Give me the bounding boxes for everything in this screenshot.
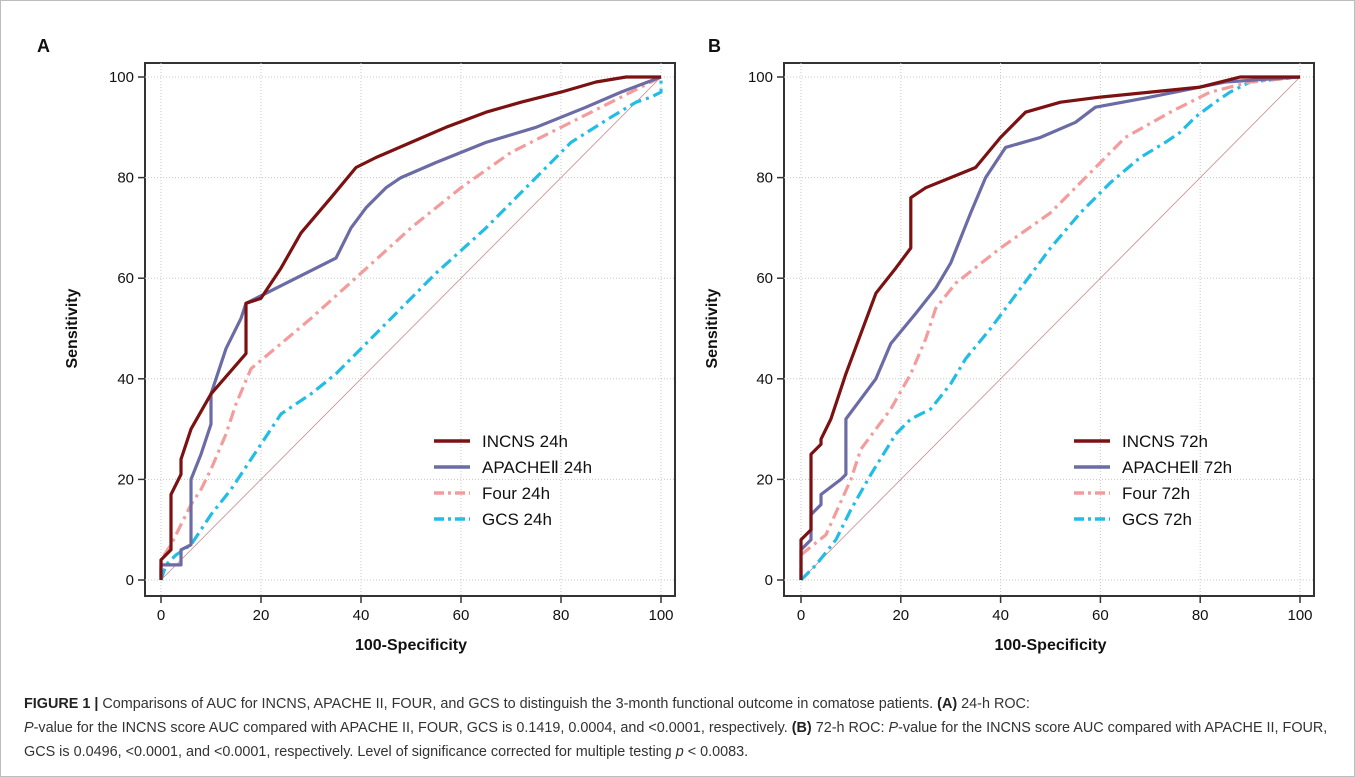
caption-part-a-text: -value for the INCNS score AUC compared … [33, 720, 788, 736]
legend-entry: GCS 24h [482, 510, 552, 529]
panel-label: A [37, 36, 50, 56]
reference-diagonal [800, 76, 1301, 581]
x-tick-label: 40 [992, 607, 1009, 624]
caption-threshold: < 0.0083. [687, 744, 749, 760]
caption-part-a-label: (A) [937, 696, 958, 712]
y-axis-label: Sensitivity [64, 288, 81, 368]
y-tick-label: 0 [765, 572, 773, 589]
caption-intro: Comparisons of AUC for INCNS, APACHE II,… [102, 696, 934, 712]
y-tick-label: 100 [109, 69, 134, 86]
caption-label: FIGURE 1 | [24, 696, 99, 712]
series-line [159, 75, 662, 580]
x-axis-label: 100-Specificity [994, 637, 1106, 654]
panel-a: A 0 20 40 60 80 100 0 20 40 60 80 100 100-Specificity… [37, 36, 676, 654]
y-tick-label: 20 [756, 471, 773, 488]
figure-caption: FIGURE 1 | Comparisons of AUC for INCNS,… [24, 692, 1334, 764]
y-tick-label: 20 [117, 471, 134, 488]
series-line [799, 75, 1301, 580]
legend-entry: Four 72h [1122, 484, 1190, 503]
y-tick-label: 100 [748, 69, 773, 86]
series-line [159, 75, 661, 580]
y-axis-label: Sensitivity [704, 288, 721, 368]
x-tick-label: 0 [157, 607, 165, 624]
x-tick-label: 80 [1192, 607, 1209, 624]
x-tick-label: 100 [648, 607, 673, 624]
x-tick-label: 100 [1287, 607, 1312, 624]
caption-part-b-text: -value for the INCNS score AUC compared … [24, 720, 1328, 760]
y-tick-label: 60 [117, 270, 134, 287]
y-tick-label: 40 [117, 371, 134, 388]
legend-entry: INCNS 72h [1122, 432, 1208, 451]
legend-entry: APACHEⅡ 24h [482, 458, 592, 477]
x-tick-label: 20 [253, 607, 270, 624]
reference-diagonal [160, 76, 662, 581]
caption-part-b-intro: 72-h ROC: [815, 720, 885, 736]
x-tick-label: 60 [453, 607, 470, 624]
caption-part-b-label: (B) [791, 720, 812, 736]
caption-rho-symbol: p [675, 744, 684, 760]
legend-entry: INCNS 24h [482, 432, 568, 451]
series-line [799, 75, 1301, 580]
y-tick-label: 40 [756, 371, 773, 388]
figure: A 0 20 40 60 80 100 0 20 40 60 80 100 100-Specificity… [37, 36, 1315, 654]
y-tick-label: 80 [117, 170, 134, 187]
series-line [159, 77, 663, 581]
series-line [799, 75, 1300, 580]
y-tick-label: 60 [756, 270, 773, 287]
panel-b: B 0 20 40 60 80 100 0 20 40 60 80 100 100-Specificity… [704, 36, 1315, 654]
y-tick-label: 0 [126, 572, 134, 589]
x-tick-label: 60 [1092, 607, 1109, 624]
x-tick-label: 0 [797, 607, 805, 624]
x-tick-label: 80 [553, 607, 570, 624]
y-tick-label: 80 [756, 170, 773, 187]
series-line [799, 75, 1301, 582]
x-tick-label: 40 [353, 607, 370, 624]
caption-part-a-intro: 24-h ROC: [961, 696, 1030, 712]
caption-p-symbol-b: P [888, 720, 899, 736]
x-axis-label: 100-Specificity [355, 637, 467, 654]
legend-entry: APACHEⅡ 72h [1122, 458, 1232, 477]
x-tick-label: 20 [892, 607, 909, 624]
panel-label: B [708, 36, 721, 56]
caption-p-symbol-a: P [24, 720, 34, 736]
legend-entry: Four 24h [482, 484, 550, 503]
legend-entry: GCS 72h [1122, 510, 1192, 529]
